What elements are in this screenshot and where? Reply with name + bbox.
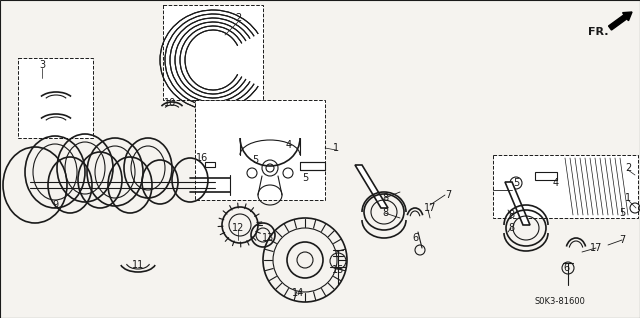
Text: 7: 7 xyxy=(619,235,625,245)
Text: 13: 13 xyxy=(262,233,274,243)
Text: 6: 6 xyxy=(412,233,418,243)
Text: 15: 15 xyxy=(332,265,344,275)
Text: 10: 10 xyxy=(164,98,176,108)
Text: 12: 12 xyxy=(232,223,244,233)
Text: 3: 3 xyxy=(39,60,45,70)
Polygon shape xyxy=(493,155,638,218)
Text: 2: 2 xyxy=(625,163,631,173)
Text: 1: 1 xyxy=(625,193,631,203)
Bar xyxy=(205,162,215,167)
Text: 5: 5 xyxy=(302,173,308,183)
Text: 1: 1 xyxy=(333,143,339,153)
Text: S0K3-81600: S0K3-81600 xyxy=(534,298,586,307)
Text: 17: 17 xyxy=(424,203,436,213)
Text: 5: 5 xyxy=(619,208,625,218)
Bar xyxy=(163,5,263,100)
Text: 6: 6 xyxy=(563,263,569,273)
Polygon shape xyxy=(505,182,530,225)
Text: 14: 14 xyxy=(292,288,304,298)
Text: 17: 17 xyxy=(590,243,602,253)
FancyArrow shape xyxy=(609,12,632,30)
Bar xyxy=(535,172,557,180)
Text: FR.: FR. xyxy=(588,27,608,37)
Text: 4: 4 xyxy=(286,140,292,150)
Text: 8: 8 xyxy=(382,193,388,203)
Text: 9: 9 xyxy=(52,200,58,210)
Text: 5: 5 xyxy=(513,178,519,188)
Bar xyxy=(18,58,93,138)
Text: 8: 8 xyxy=(508,223,514,233)
Text: 11: 11 xyxy=(132,260,144,270)
Polygon shape xyxy=(355,165,388,208)
Text: 8: 8 xyxy=(508,210,514,220)
Text: 7: 7 xyxy=(445,190,451,200)
Text: 16: 16 xyxy=(196,153,208,163)
Text: 4: 4 xyxy=(553,178,559,188)
Bar xyxy=(300,162,325,170)
Text: 5: 5 xyxy=(252,155,258,165)
Text: 8: 8 xyxy=(382,208,388,218)
Text: 2: 2 xyxy=(235,13,241,23)
Bar xyxy=(195,100,325,200)
